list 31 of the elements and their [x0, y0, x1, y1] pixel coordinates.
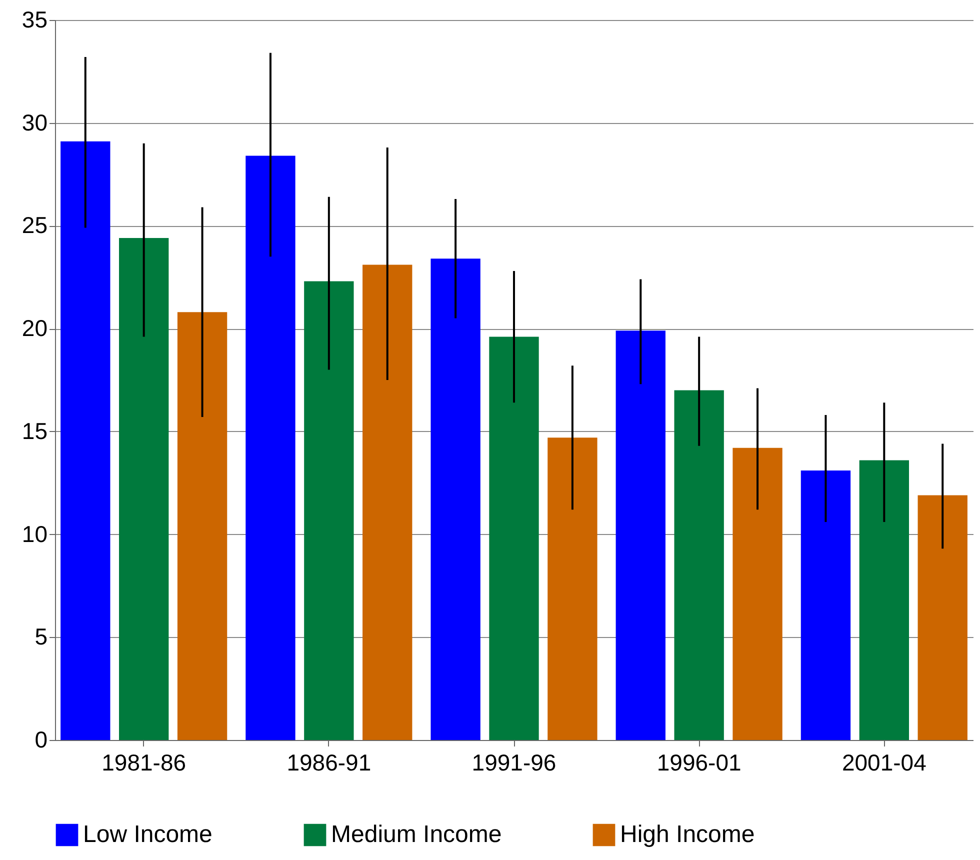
bar: [800, 470, 851, 740]
bar: [246, 156, 296, 740]
y-tick-label: 20: [22, 315, 48, 342]
y-tick-label: 30: [22, 109, 48, 136]
bar: [732, 448, 782, 740]
bar: [304, 281, 354, 740]
bar: [119, 238, 169, 740]
x-tick-label: 1986-91: [286, 750, 372, 776]
y-tick-label: 15: [22, 418, 48, 444]
x-tick-label: 1996-01: [656, 750, 742, 776]
bar: [60, 141, 110, 740]
bar: [430, 258, 480, 740]
y-tick-label: 10: [22, 520, 48, 547]
bar: [362, 264, 412, 740]
bar: [548, 438, 598, 740]
y-tick-label: 25: [22, 212, 48, 238]
y-tick-label: 35: [22, 6, 48, 32]
bar: [918, 495, 968, 740]
y-tick-label: 0: [34, 726, 48, 752]
y-tick-label: 5: [34, 624, 48, 650]
legend-label: Low Income: [83, 821, 212, 848]
legend-label: High Income: [620, 821, 755, 848]
bar: [177, 312, 228, 740]
bar: [859, 460, 909, 740]
bar: [616, 330, 666, 740]
x-tick-label: 1981-86: [102, 750, 186, 776]
bar: [489, 336, 539, 740]
x-tick-label: 1991-96: [472, 750, 556, 776]
bar: [674, 390, 724, 740]
legend-label: Medium Income: [331, 821, 502, 848]
x-tick-label: 2001-04: [842, 750, 927, 776]
